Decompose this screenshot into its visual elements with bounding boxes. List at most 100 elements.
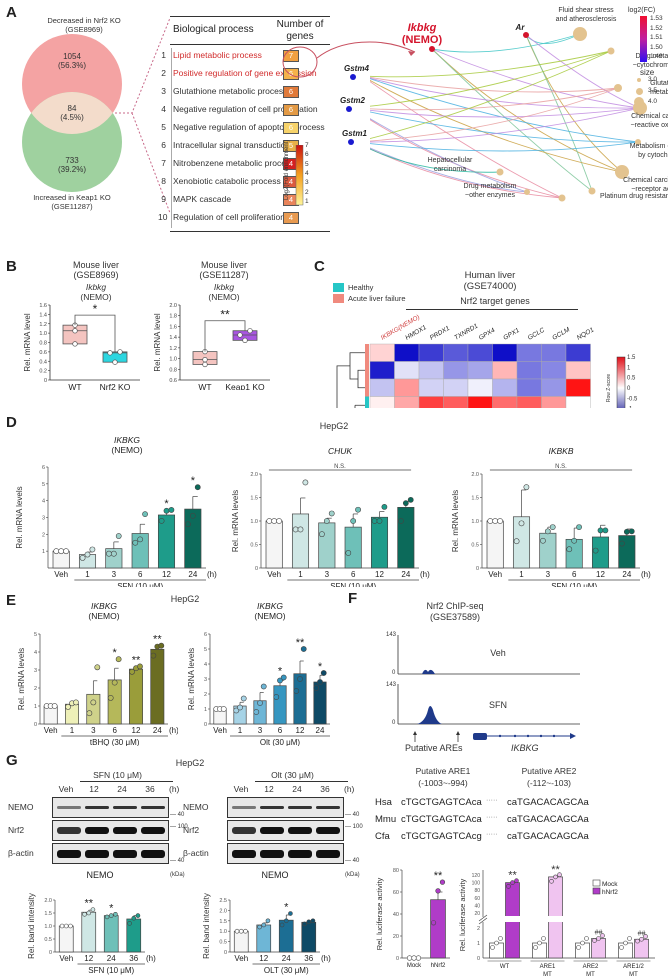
bar: [265, 520, 283, 569]
go-row: 10 Regulation of cell proliferation: [158, 212, 328, 225]
sfn-blot-lane-label: 36: [145, 784, 155, 794]
olt-blot-lane-label: 12: [264, 784, 274, 794]
axis-break-mark: [478, 914, 488, 925]
pathway-label: Platinum drug resistance: [600, 193, 668, 200]
go-row: 8 Xenobiotic catabolic process: [161, 176, 328, 189]
significance-label: *: [284, 902, 289, 914]
chart-title: NEMO: [262, 870, 289, 880]
bar: [512, 516, 531, 569]
colorbar-tick: 4: [305, 169, 309, 177]
x-tick-label: 24: [188, 570, 197, 579]
y-tick-label: 1.6: [39, 303, 47, 309]
y-axis-label: Rel. mRNA levels: [15, 486, 24, 548]
data-point: [131, 915, 137, 921]
size-legend-tick: 4.0: [648, 98, 658, 105]
network-edge: [370, 87, 619, 142]
sfn-blot-band: [85, 827, 109, 834]
y-tick-label: 1: [34, 704, 37, 710]
zscore-label: Row Z-score: [606, 374, 612, 403]
y-tick-label: 2.0: [44, 898, 52, 904]
data-point: [90, 699, 97, 706]
are2-sequence: caTGACACAGCAa: [507, 814, 589, 825]
sfn-blot-blot-strip: [52, 797, 169, 818]
sfn-blot-marker: — 40: [170, 858, 185, 864]
x-tick-label: Keap1 KO: [225, 382, 265, 390]
olt-blot-band: [260, 849, 284, 858]
zscore-tick: 0: [627, 386, 631, 392]
data-point: [63, 923, 69, 929]
y-tick-label: 0.2: [39, 369, 47, 375]
olt-blot-band: [260, 827, 284, 834]
go-row-number: 3: [161, 86, 166, 96]
panel-letter-g: G: [6, 752, 18, 769]
data-point: [202, 361, 208, 368]
go-row-number: 8: [161, 176, 166, 186]
heatmap-cell: [369, 396, 395, 408]
y-tick-label: 60: [393, 890, 399, 896]
sfn-blot-row-label: Nrf2: [8, 825, 25, 835]
e-cell-line: HepG2: [170, 594, 200, 604]
data-point: [293, 688, 300, 694]
x-tick-label: 3: [258, 726, 263, 735]
data-point: [643, 934, 648, 939]
olt-blot-band: [232, 806, 256, 809]
bar: [370, 516, 389, 569]
x-tick-label: WT: [68, 382, 81, 390]
y-tick-label: 1.0: [250, 519, 258, 525]
y-tick-label: 1.0: [471, 519, 479, 525]
data-point: [328, 510, 335, 517]
significance-label: *: [278, 666, 283, 678]
chart-title: IKBKG: [114, 435, 140, 445]
data-point: [107, 695, 114, 701]
bar: [301, 921, 317, 953]
y-tick-label: 1: [204, 707, 207, 713]
x-tick-label: 3: [325, 570, 330, 579]
zscore-tick: -0.5: [627, 396, 638, 402]
significance-label: **: [434, 870, 443, 882]
heatmap-cell: [443, 378, 469, 397]
bar: [291, 513, 310, 569]
network-edge: [370, 50, 612, 140]
olt-blot-kda: (kDa): [345, 872, 360, 878]
y-tick-label: 2.5: [219, 898, 227, 904]
data-point: [63, 548, 69, 555]
gene-label: Gstm2: [340, 96, 365, 105]
go-row-number: 4: [161, 104, 166, 114]
chart-subtitle: (NEMO): [88, 611, 119, 621]
are1-sequence: cTGCTGAGTCAcg: [401, 831, 482, 842]
size-legend-dot: [637, 78, 641, 82]
veh-peak: [422, 669, 435, 674]
axis-break-gap: [487, 916, 522, 922]
olt-blot-band: [232, 849, 256, 858]
y-axis-label: Rel. band intensity: [27, 893, 36, 959]
venn-top-label-1: Decreased in Nrf2 KO: [47, 16, 121, 25]
x-tick-label: 24: [622, 570, 631, 579]
data-point: [576, 945, 581, 950]
y-tick-label: 1: [42, 549, 45, 555]
bar-chart-d-ikbkb: 0 0.5 1.0 1.5 2.0 Rel. mRNA levels IKBKB Veh 1 3 6…: [451, 446, 651, 587]
heatmap-cell: [369, 378, 395, 397]
y-tick-label: 2: [204, 692, 207, 698]
y-tick-label: 80: [393, 868, 399, 874]
sfn-blot-marker: — 100: [170, 824, 188, 830]
pathway-label: by cytochrome P450: [638, 152, 668, 159]
sfn-ymax: 143: [386, 682, 397, 688]
data-point: [185, 521, 191, 528]
significance-label: ##: [638, 930, 646, 937]
network-edge: [431, 48, 641, 109]
pathway-label: Hepatocellular: [428, 157, 473, 164]
go-row-number: 9: [161, 194, 166, 204]
y-tick-label: 0: [44, 378, 47, 384]
are2-sequence: caTGACACAGCAa: [507, 831, 589, 842]
olt-blot-treatment-line: [255, 781, 348, 782]
data-point: [72, 341, 78, 347]
data-point: [260, 683, 267, 690]
x-tick-label: 3: [112, 570, 117, 579]
data-point: [106, 550, 112, 557]
are2-range: (-112~-103): [526, 778, 572, 788]
sfn-blot-blot-strip: [52, 843, 169, 864]
data-point: [513, 538, 520, 545]
significance-label: **: [220, 308, 230, 322]
x-tick-label: 1: [85, 570, 90, 579]
colorbar-tick: 1: [305, 197, 309, 205]
